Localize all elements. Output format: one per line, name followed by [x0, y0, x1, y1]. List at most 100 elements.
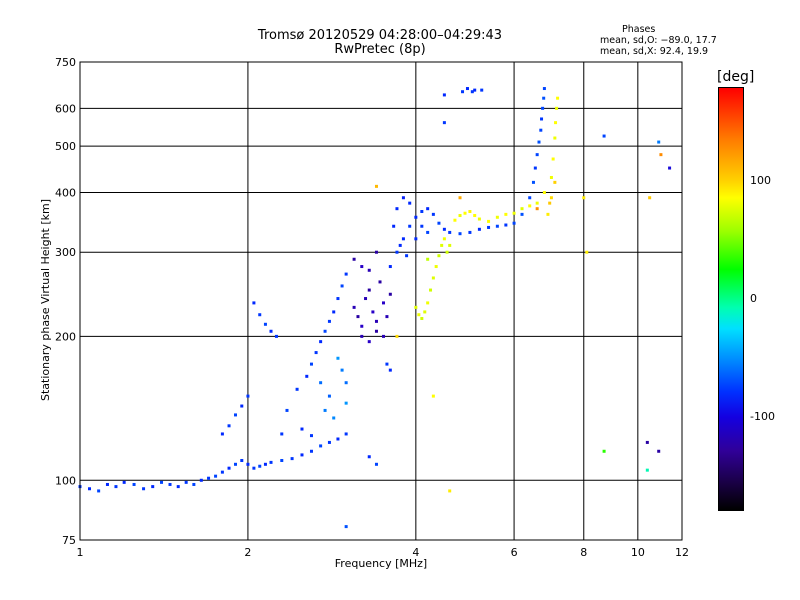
data-point [122, 480, 126, 484]
data-point [533, 166, 537, 170]
data-point [551, 157, 555, 161]
data-point [465, 87, 469, 91]
chart-title: Tromsø 20120529 04:28:00–04:29:43 [257, 28, 503, 43]
stats-header: Phases [622, 24, 656, 35]
data-point [105, 482, 109, 486]
data-point [360, 334, 364, 338]
data-point [309, 362, 313, 366]
data-point [352, 305, 356, 309]
data-point [295, 387, 299, 391]
data-point [367, 340, 371, 344]
data-point [319, 340, 323, 344]
data-point [535, 153, 539, 157]
data-point [440, 243, 444, 247]
data-point [602, 449, 606, 453]
data-point [645, 468, 649, 472]
x-tick-label: 1 [77, 546, 84, 559]
data-point [340, 368, 344, 372]
x-tick-label: 10 [631, 546, 645, 559]
data-point [431, 212, 435, 216]
data-point [541, 106, 545, 110]
data-point [395, 250, 399, 254]
data-point [323, 408, 327, 412]
colorbar-tick-label: 0 [750, 292, 757, 305]
data-point [442, 227, 446, 231]
data-point [336, 356, 340, 360]
data-point [360, 324, 364, 328]
data-point [280, 432, 284, 436]
data-point [437, 221, 441, 225]
data-point [168, 482, 172, 486]
data-point [657, 140, 661, 144]
data-point [374, 319, 378, 323]
data-point [401, 196, 405, 200]
data-points [78, 87, 672, 529]
data-point [132, 482, 136, 486]
data-point [220, 470, 224, 474]
data-point [192, 482, 196, 486]
colorbar-tick-label: -100 [750, 409, 775, 423]
data-point [258, 464, 262, 468]
data-point [246, 462, 250, 466]
x-tick-label: 8 [580, 546, 587, 559]
data-point [542, 87, 546, 91]
data-point [437, 254, 441, 258]
data-point [458, 196, 462, 200]
colorbar [718, 87, 744, 511]
data-point [520, 207, 524, 211]
data-point [364, 297, 368, 301]
data-point [555, 106, 559, 110]
data-point [323, 329, 327, 333]
data-point [554, 121, 558, 125]
data-point [420, 210, 424, 214]
data-point [207, 476, 211, 480]
data-point [414, 305, 418, 309]
data-point [344, 272, 348, 276]
data-point [528, 196, 532, 200]
data-point [388, 292, 392, 296]
x-axis-label: Frequency [MHz] [335, 557, 427, 570]
data-point [470, 90, 474, 94]
data-point [151, 485, 155, 489]
data-point [585, 250, 589, 254]
data-point [309, 434, 313, 438]
chart-subtitle: RwPretec (8p) [334, 42, 426, 57]
data-point [542, 190, 546, 194]
data-point [442, 121, 446, 125]
y-tick-label: 750 [55, 56, 76, 69]
data-point [352, 257, 356, 261]
data-point [305, 374, 309, 378]
data-point [327, 319, 331, 323]
data-point [473, 214, 477, 218]
data-point [97, 489, 101, 493]
data-point [539, 128, 543, 132]
y-tick-label: 100 [55, 474, 76, 487]
plot-frame [79, 61, 683, 541]
stats-x-mode: mean, sd,X: 92.4, 19.9 [600, 46, 709, 57]
data-point [367, 268, 371, 272]
data-point [420, 224, 424, 228]
data-point [461, 90, 465, 94]
y-tick-label: 500 [55, 140, 76, 153]
data-point [233, 462, 237, 466]
data-point [528, 204, 532, 208]
data-point [344, 432, 348, 436]
data-point [468, 230, 472, 234]
data-point [381, 301, 385, 305]
stats-o-mode: mean, sd,O: −89.0, 17.7 [600, 35, 717, 46]
data-point [314, 351, 318, 355]
data-point [582, 196, 586, 200]
data-point [549, 196, 553, 200]
data-point [434, 265, 438, 269]
data-point [405, 254, 409, 258]
data-point [398, 243, 402, 247]
data-point [246, 394, 250, 398]
colorbar-title: [deg] [717, 69, 755, 85]
data-point [374, 184, 378, 188]
data-point [542, 96, 546, 100]
data-point [657, 449, 661, 453]
data-point [160, 480, 164, 484]
y-tick-labels: 75 100 200 300 400 500 600 750 [55, 56, 76, 547]
data-point [290, 457, 294, 461]
